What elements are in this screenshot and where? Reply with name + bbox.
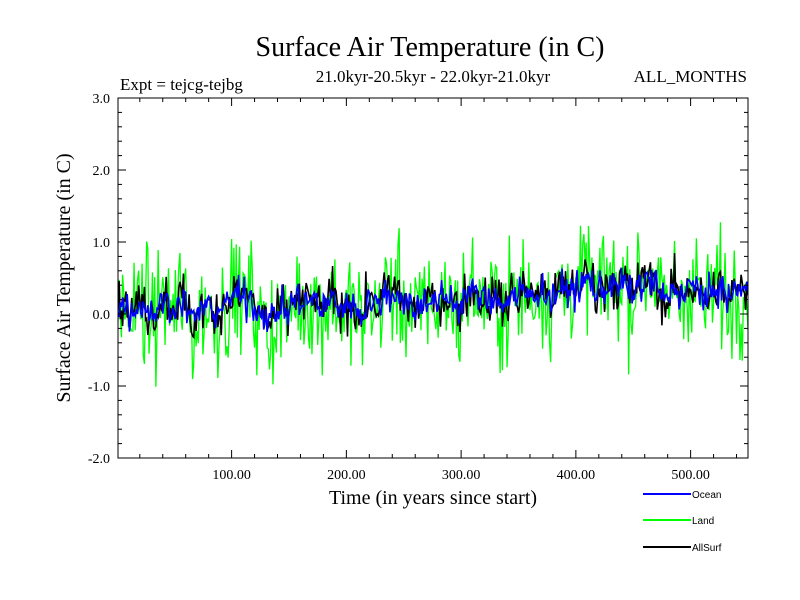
- legend-label-ocean: Ocean: [692, 490, 721, 501]
- y-tick-label: 3.0: [93, 92, 111, 107]
- series-line-ocean: [118, 267, 748, 332]
- y-tick-label: 2.0: [93, 164, 111, 179]
- y-tick-label: -1.0: [88, 380, 110, 395]
- x-tick-label: 500.00: [671, 468, 710, 483]
- y-axis-label: Surface Air Temperature (in C): [53, 153, 75, 402]
- y-tick-label: -2.0: [88, 452, 110, 467]
- chart-title: Surface Air Temperature (in C): [256, 32, 605, 63]
- legend-label-allsurf: AllSurf: [692, 543, 722, 554]
- y-tick-label: 0.0: [93, 308, 111, 323]
- x-tick-label: 200.00: [327, 468, 366, 483]
- legend-label-land: Land: [692, 516, 714, 527]
- x-tick-label: 300.00: [442, 468, 481, 483]
- months-label: ALL_MONTHS: [634, 67, 747, 86]
- plot-frame: [117, 97, 749, 459]
- y-tick-label: 1.0: [93, 236, 111, 251]
- x-tick-label: 400.00: [557, 468, 596, 483]
- x-tick-label: 100.00: [212, 468, 251, 483]
- period-label: 21.0kyr-20.5kyr - 22.0kyr-21.0kyr: [316, 67, 551, 86]
- x-axis-label: Time (in years since start): [329, 487, 537, 509]
- expt-label: Expt = tejcg-tejbg: [120, 75, 243, 94]
